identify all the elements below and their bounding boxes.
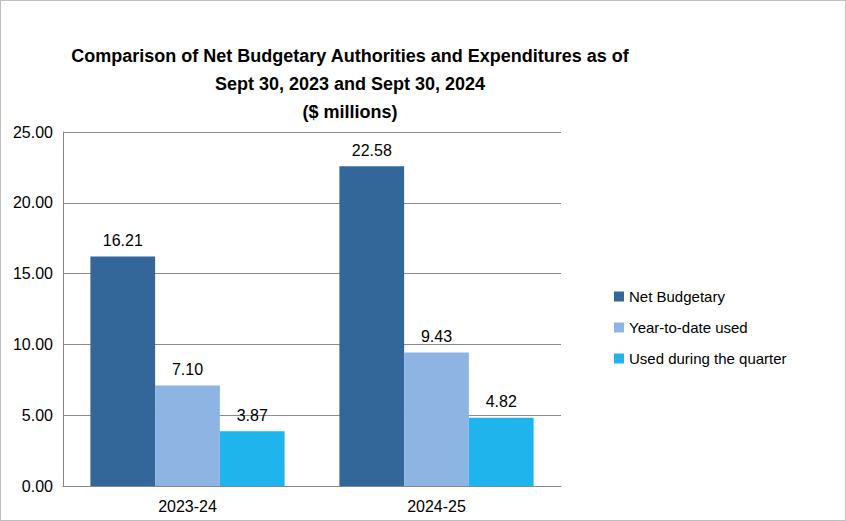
- svg-text:Sept 30, 2023 and Sept 30, 202: Sept 30, 2023 and Sept 30, 2024: [215, 74, 485, 94]
- svg-text:Comparison of Net Budgetary Au: Comparison of Net Budgetary Authorities …: [71, 46, 629, 66]
- svg-text:7.10: 7.10: [172, 361, 203, 378]
- svg-text:22.58: 22.58: [352, 142, 392, 159]
- svg-text:3.87: 3.87: [237, 407, 268, 424]
- svg-text:4.82: 4.82: [486, 393, 517, 410]
- svg-text:Used during the quarter: Used during the quarter: [629, 350, 787, 367]
- svg-text:20.00: 20.00: [13, 194, 53, 211]
- svg-text:9.43: 9.43: [421, 328, 452, 345]
- svg-text:10.00: 10.00: [13, 336, 53, 353]
- svg-text:2024-25: 2024-25: [407, 498, 466, 515]
- svg-text:25.00: 25.00: [13, 124, 53, 141]
- svg-text:15.00: 15.00: [13, 265, 53, 282]
- svg-text:Year-to-date used: Year-to-date used: [629, 319, 748, 336]
- svg-text:5.00: 5.00: [22, 407, 53, 424]
- svg-text:2023-24: 2023-24: [158, 498, 217, 515]
- svg-text:($ millions): ($ millions): [302, 102, 397, 122]
- svg-text:16.21: 16.21: [103, 232, 143, 249]
- svg-text:0.00: 0.00: [22, 478, 53, 495]
- svg-text:Net Budgetary: Net Budgetary: [629, 288, 725, 305]
